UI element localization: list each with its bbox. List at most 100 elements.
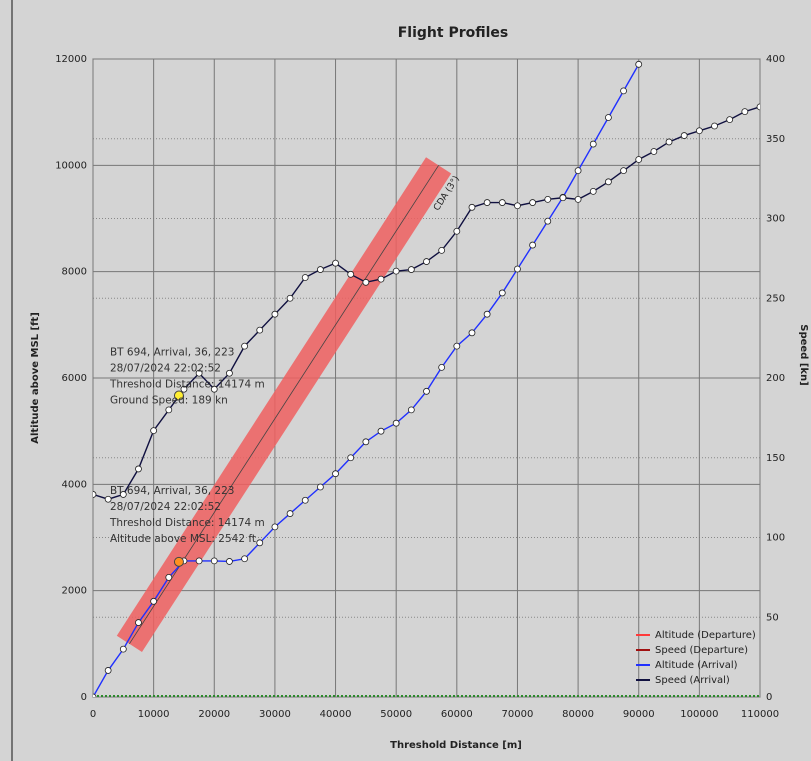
legend-label: Speed (Arrival) bbox=[655, 675, 730, 686]
point-marker bbox=[407, 266, 415, 273]
y-tick-label: 6000 bbox=[62, 373, 87, 384]
point-marker bbox=[256, 326, 264, 334]
point-marker bbox=[756, 103, 760, 111]
y-tick-label: 2000 bbox=[62, 586, 87, 597]
x-tick-label: 50000 bbox=[380, 709, 412, 720]
chart-title: Flight Profiles bbox=[398, 25, 509, 41]
y2-tick-label: 300 bbox=[766, 214, 785, 225]
x-tick-label: 110000 bbox=[741, 709, 779, 720]
point-marker bbox=[241, 555, 248, 563]
point-marker bbox=[195, 369, 203, 377]
point-marker bbox=[347, 270, 355, 278]
point-marker bbox=[574, 195, 582, 203]
y-tick-label: 12000 bbox=[55, 54, 87, 65]
point-marker bbox=[453, 227, 461, 235]
point-marker bbox=[620, 87, 627, 95]
point-marker bbox=[347, 454, 355, 462]
y2-tick-label: 350 bbox=[766, 134, 785, 145]
point-marker bbox=[135, 465, 142, 473]
point-marker bbox=[93, 491, 97, 498]
point-marker bbox=[498, 199, 506, 206]
legend-label: Altitude (Arrival) bbox=[655, 660, 738, 671]
point-marker bbox=[210, 557, 218, 565]
point-marker bbox=[468, 203, 476, 211]
point-marker bbox=[195, 557, 203, 565]
point-marker bbox=[332, 470, 339, 478]
x-tick-label: 10000 bbox=[138, 709, 170, 720]
point-marker bbox=[362, 438, 370, 446]
point-marker bbox=[180, 385, 188, 393]
highlight-point bbox=[173, 390, 184, 401]
y2-tick-label: 250 bbox=[766, 293, 785, 304]
point-marker bbox=[559, 194, 567, 202]
point-marker bbox=[665, 138, 673, 146]
point-marker bbox=[483, 199, 491, 206]
point-marker bbox=[332, 259, 339, 267]
point-marker bbox=[635, 156, 643, 163]
point-marker bbox=[468, 329, 476, 337]
legend-label: Altitude (Departure) bbox=[655, 630, 756, 641]
point-marker bbox=[544, 217, 552, 225]
point-marker bbox=[438, 363, 446, 371]
x-tick-label: 80000 bbox=[562, 709, 594, 720]
point-marker bbox=[271, 523, 279, 531]
y-tick-label: 0 bbox=[81, 692, 87, 703]
tooltip-line: 28/07/2024 22:02:52 bbox=[110, 501, 221, 513]
point-marker bbox=[711, 122, 718, 130]
point-marker bbox=[226, 369, 233, 377]
point-marker bbox=[529, 241, 537, 249]
point-marker bbox=[589, 187, 597, 195]
point-marker bbox=[483, 310, 491, 318]
tooltip-line: BT 694, Arrival, 36, 223 bbox=[110, 485, 235, 497]
highlight-point bbox=[173, 556, 184, 567]
point-marker bbox=[93, 693, 97, 697]
tooltip-line: Threshold Distance: 14174 m bbox=[109, 517, 265, 529]
point-marker bbox=[544, 195, 552, 203]
y2-axis-label: Speed [kn] bbox=[798, 324, 809, 385]
point-marker bbox=[726, 116, 734, 124]
x-axis-label: Threshold Distance [m] bbox=[390, 740, 522, 751]
tooltip-line: 28/07/2024 22:02:52 bbox=[110, 363, 221, 375]
point-marker bbox=[226, 558, 233, 565]
tooltip-line: Ground Speed: 189 kn bbox=[110, 395, 228, 407]
point-marker bbox=[423, 258, 430, 265]
point-marker bbox=[119, 491, 127, 498]
point-marker bbox=[453, 342, 461, 350]
y2-tick-label: 200 bbox=[766, 373, 785, 384]
point-marker bbox=[635, 60, 643, 68]
point-marker bbox=[301, 496, 309, 504]
y2-tick-label: 0 bbox=[766, 692, 772, 703]
y-tick-label: 4000 bbox=[62, 479, 87, 490]
point-marker bbox=[650, 148, 658, 155]
point-marker bbox=[695, 127, 703, 135]
x-tick-label: 90000 bbox=[623, 709, 655, 720]
point-marker bbox=[438, 246, 446, 254]
legend-label: Speed (Departure) bbox=[655, 645, 748, 656]
point-marker bbox=[377, 427, 385, 435]
x-tick-label: 20000 bbox=[198, 709, 230, 720]
point-marker bbox=[392, 267, 400, 275]
point-marker bbox=[741, 108, 749, 116]
y-tick-label: 8000 bbox=[62, 267, 87, 278]
point-marker bbox=[620, 167, 627, 175]
point-marker bbox=[286, 294, 294, 302]
point-marker bbox=[589, 140, 597, 148]
x-tick-label: 30000 bbox=[259, 709, 291, 720]
point-marker bbox=[135, 619, 142, 626]
point-marker bbox=[286, 510, 294, 517]
point-marker bbox=[605, 178, 612, 186]
point-marker bbox=[150, 597, 158, 605]
point-marker bbox=[423, 387, 430, 395]
y-tick-label: 10000 bbox=[55, 160, 87, 171]
y2-tick-label: 400 bbox=[766, 54, 785, 65]
point-marker bbox=[210, 385, 218, 393]
point-marker bbox=[362, 278, 370, 286]
y2-tick-label: 100 bbox=[766, 533, 785, 544]
point-marker bbox=[377, 275, 385, 283]
point-marker bbox=[392, 419, 400, 427]
x-tick-label: 60000 bbox=[441, 709, 473, 720]
tooltip-line: Threshold Distance: 14174 m bbox=[109, 379, 265, 391]
point-marker bbox=[241, 342, 248, 350]
point-marker bbox=[165, 406, 173, 414]
